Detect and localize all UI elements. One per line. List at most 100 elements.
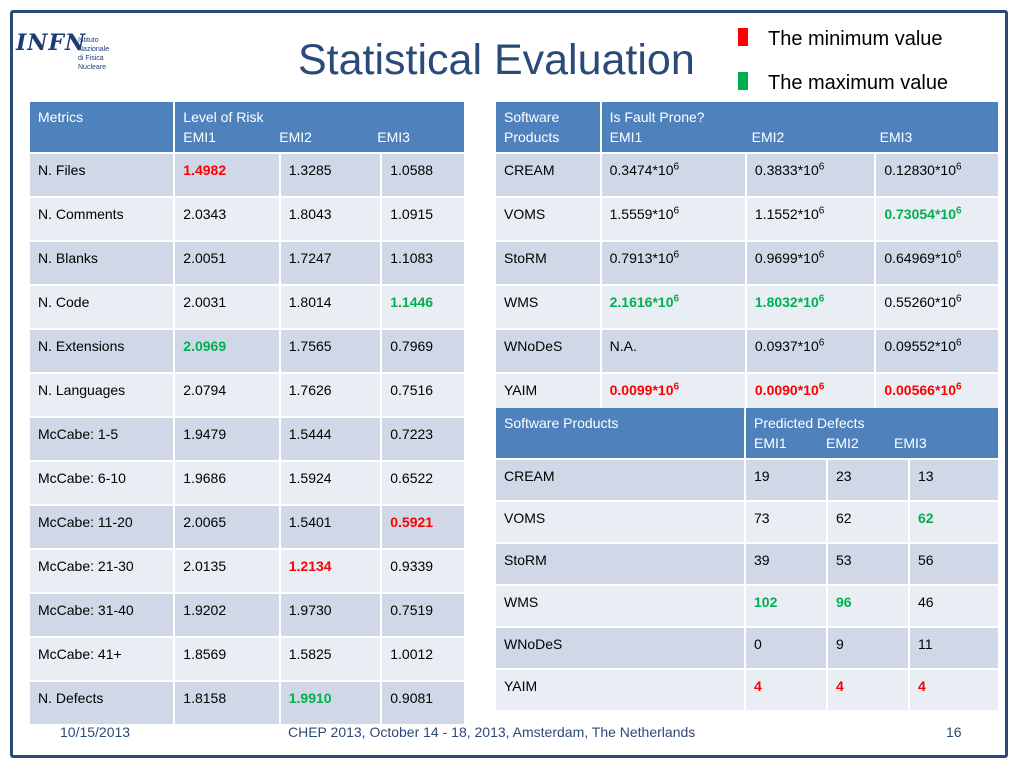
cell-emi2: 1.7247 [280, 242, 381, 284]
cell-value: 1.7247 [288, 250, 332, 266]
cell-emi2: 0.3833*106 [746, 154, 875, 196]
row-label: McCabe: 6-10 [30, 462, 174, 504]
cell-emi3: 1.0915 [382, 198, 464, 240]
cell-emi1: 2.0794 [175, 374, 279, 416]
cell-emi1: 0 [746, 628, 826, 668]
table-row: McCabe: 21-30 2.0135 1.2134 0.9339 [30, 550, 464, 592]
cell-emi3: 0.7969 [382, 330, 464, 372]
cell-emi1: 1.4982 [175, 154, 279, 196]
table-row: VOMS 1.5559*106 1.1552*106 0.73054*106 [496, 198, 998, 240]
cell-value: 0.3833 [754, 162, 798, 178]
cell-emi2: 1.7626 [280, 374, 381, 416]
exp-suffix: *10 [934, 206, 956, 222]
cell-value: 0.9081 [390, 690, 434, 706]
cell-emi2: 9 [828, 628, 908, 668]
cell-value: 39 [754, 552, 770, 568]
row-label: McCabe: 11-20 [30, 506, 174, 548]
exponent: 6 [818, 161, 825, 173]
exponent: 6 [818, 249, 825, 261]
cell-value: 0.55260 [884, 294, 935, 310]
cell-emi2: 1.7565 [280, 330, 381, 372]
legend-min-swatch [738, 28, 748, 46]
row-label: McCabe: 41+ [30, 638, 174, 680]
row-label: WMS [496, 286, 600, 328]
row-label: WMS [496, 586, 744, 626]
table-row: CREAM 19 23 13 [496, 460, 998, 500]
cell-emi1: 1.9686 [175, 462, 279, 504]
row-label: YAIM [496, 670, 744, 710]
cell-value: 102 [754, 594, 778, 610]
cell-emi2: 1.8032*106 [746, 286, 875, 328]
row-label: StoRM [496, 544, 744, 584]
logo-text: INFN [16, 30, 87, 56]
cell-value: 0 [754, 636, 762, 652]
header-level-of-risk-title: Level of Risk [183, 109, 264, 125]
cell-value: 0.12830 [884, 162, 935, 178]
exp-suffix: *10 [652, 382, 674, 398]
cell-value: 1.9730 [288, 602, 332, 618]
cell-value: 23 [836, 468, 852, 484]
row-label: WNoDeS [496, 628, 744, 668]
header-metrics: Metrics [30, 102, 174, 152]
cell-emi1: 1.8569 [175, 638, 279, 680]
cell-emi2: 1.5444 [280, 418, 381, 460]
fault-prone-table: Software Products Is Fault Prone? EMI1 EM… [494, 100, 1000, 418]
header-emi1: EMI1 [609, 129, 643, 145]
cell-emi2: 1.2134 [280, 550, 381, 592]
cell-emi3: 13 [910, 460, 998, 500]
cell-value: 2.0343 [183, 206, 227, 222]
cell-value: 1.8043 [288, 206, 332, 222]
header-software-products: Software Products [496, 102, 600, 152]
cell-value: 0.73054 [884, 206, 935, 222]
table-row: N. Extensions 2.0969 1.7565 0.7969 [30, 330, 464, 372]
cell-value: 4 [754, 678, 762, 694]
exponent: 6 [955, 293, 962, 305]
exp-suffix: *10 [797, 206, 819, 222]
cell-emi1: 2.0051 [175, 242, 279, 284]
cell-emi3: 0.6522 [382, 462, 464, 504]
table-row: N. Languages 2.0794 1.7626 0.7516 [30, 374, 464, 416]
row-label: McCabe: 1-5 [30, 418, 174, 460]
table-row: StoRM 0.7913*106 0.9699*106 0.64969*106 [496, 242, 998, 284]
exp-suffix: *10 [934, 162, 956, 178]
table-row: N. Code 2.0031 1.8014 1.1446 [30, 286, 464, 328]
row-label: N. Extensions [30, 330, 174, 372]
row-label: N. Blanks [30, 242, 174, 284]
cell-emi1: 1.5559*106 [601, 198, 745, 240]
row-label: N. Code [30, 286, 174, 328]
cell-emi2: 1.8014 [280, 286, 381, 328]
cell-value: 2.0135 [183, 558, 227, 574]
cell-emi3: 0.7223 [382, 418, 464, 460]
cell-value: 0.64969 [884, 250, 935, 266]
exp-suffix: *10 [934, 250, 956, 266]
cell-value: 13 [918, 468, 934, 484]
predicted-defects-table: Software Products Predicted Defects EMI1… [494, 406, 1000, 712]
row-label: N. Languages [30, 374, 174, 416]
footer-date: 10/15/2013 [60, 724, 131, 740]
row-label: WNoDeS [496, 330, 600, 372]
cell-emi2: 0.9699*106 [746, 242, 875, 284]
cell-value: 1.1446 [390, 294, 434, 310]
cell-value: 1.0012 [390, 646, 434, 662]
cell-emi3: 1.1083 [382, 242, 464, 284]
cell-value: 0.3474 [609, 162, 653, 178]
row-label: N. Files [30, 154, 174, 196]
exponent: 6 [673, 205, 680, 217]
cell-emi1: 0.3474*106 [601, 154, 745, 196]
exp-suffix: *10 [652, 206, 674, 222]
cell-emi3: 46 [910, 586, 998, 626]
cell-emi3: 0.09552*106 [876, 330, 998, 372]
cell-value: 46 [918, 594, 934, 610]
table-row: McCabe: 1-5 1.9479 1.5444 0.7223 [30, 418, 464, 460]
cell-value: 2.0051 [183, 250, 227, 266]
exp-suffix: *10 [797, 250, 819, 266]
cell-value: 96 [836, 594, 852, 610]
cell-value: 1.1083 [390, 250, 434, 266]
header-is-fault-prone-title: Is Fault Prone? [609, 109, 705, 125]
table-row: VOMS 73 62 62 [496, 502, 998, 542]
table-row: McCabe: 11-20 2.0065 1.5401 0.5921 [30, 506, 464, 548]
cell-value: 2.0969 [183, 338, 227, 354]
cell-value: 1.4982 [183, 162, 227, 178]
exp-suffix: *10 [934, 338, 956, 354]
table-row: WMS 102 96 46 [496, 586, 998, 626]
